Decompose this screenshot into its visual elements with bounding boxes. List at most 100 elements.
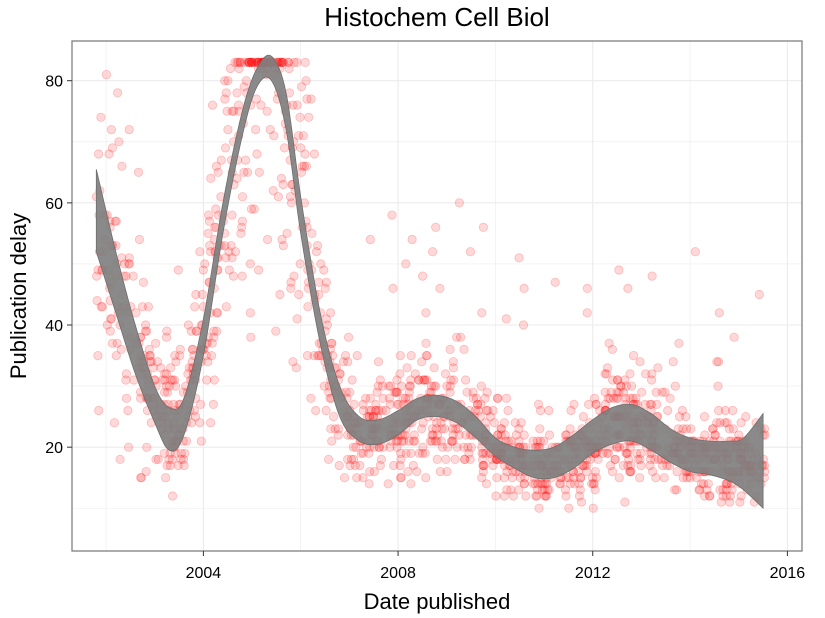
scatter-point: [460, 375, 471, 385]
scatter-point: [112, 338, 122, 348]
scatter-point: [384, 381, 394, 391]
scatter-point: [700, 430, 710, 440]
scatter-point: [256, 100, 266, 110]
scatter-point: [427, 424, 437, 434]
scatter-point: [568, 473, 579, 483]
scatter-point: [245, 259, 255, 269]
scatter-point: [162, 460, 172, 471]
scatter-point: [417, 424, 427, 434]
scatter-point: [273, 192, 283, 202]
scatter-point: [389, 460, 399, 471]
scatter-point: [482, 387, 492, 397]
scatter-point: [163, 387, 173, 397]
scatter-point: [501, 314, 511, 324]
scatter-point: [121, 369, 132, 379]
scatter-point: [244, 57, 254, 68]
scatter-point: [374, 405, 384, 416]
scatter-point: [502, 466, 512, 477]
scatter-point: [145, 350, 155, 361]
scatter-point: [111, 216, 121, 226]
scatter-point: [493, 393, 503, 403]
scatter-point: [347, 375, 357, 385]
scatter-point: [478, 460, 488, 471]
scatter-point: [496, 424, 506, 434]
scatter-point: [191, 289, 201, 300]
scatter-point: [321, 314, 331, 324]
y-tick-label: 80: [45, 74, 63, 91]
scatter-point: [619, 442, 629, 452]
scatter-point: [292, 57, 302, 68]
scatter-point: [247, 57, 257, 68]
scatter-point: [407, 234, 417, 245]
scatter-point: [514, 424, 524, 434]
scatter-point: [376, 454, 386, 464]
scatter-point: [276, 173, 286, 183]
scatter-point: [159, 448, 169, 458]
scatter-point: [203, 228, 213, 238]
x-axis: 2004 2008 2012 2016: [186, 551, 805, 582]
scatter-point: [690, 247, 700, 257]
scatter-point: [294, 289, 304, 300]
scatter-point: [352, 350, 362, 361]
scatter-point: [334, 460, 344, 471]
scatter-point: [421, 308, 431, 318]
scatter-point: [576, 497, 587, 507]
scatter-point: [612, 375, 623, 385]
scatter-point: [575, 473, 586, 483]
scatter-point: [734, 430, 744, 440]
scatter-point: [519, 283, 529, 293]
scatter-point: [598, 448, 608, 458]
scatter-point: [442, 381, 452, 391]
scatter-point: [356, 448, 366, 458]
scatter-point: [736, 418, 746, 428]
scatter-point: [138, 277, 148, 287]
scatter-point: [610, 454, 620, 464]
scatter-point: [729, 332, 739, 342]
scatter-point: [239, 82, 249, 92]
scatter-point: [543, 485, 553, 495]
scatter-point: [409, 430, 419, 440]
scatter-point: [492, 473, 502, 483]
scatter-point: [230, 247, 241, 257]
scatter-point: [278, 241, 288, 251]
scatter-point: [493, 430, 503, 440]
scatter-point: [168, 375, 178, 385]
scatter-point: [316, 259, 326, 269]
scatter-point: [514, 436, 524, 446]
scatter-point: [338, 357, 349, 367]
scatter-point: [519, 430, 529, 440]
scatter-point: [227, 210, 237, 220]
scatter-point: [519, 479, 529, 489]
scatter-point: [300, 57, 310, 68]
scatter-point: [392, 399, 402, 409]
scatter-point: [541, 491, 551, 501]
scatter-point: [227, 253, 237, 263]
scatter-point: [605, 460, 616, 471]
scatter-point: [204, 216, 214, 226]
scatter-point: [632, 448, 642, 458]
scatter-point: [650, 454, 660, 464]
scatter-point: [635, 357, 645, 367]
scatter-point: [725, 491, 736, 501]
scatter-point: [222, 106, 232, 116]
scatter-point: [410, 436, 420, 446]
scatter-point: [400, 393, 411, 403]
scatter-point: [600, 369, 610, 379]
scatter-point: [544, 430, 555, 440]
scatter-point: [681, 424, 692, 434]
scatter-point: [93, 350, 103, 361]
scatter-point: [339, 473, 350, 483]
scatter-point: [454, 430, 464, 440]
scatter-point: [590, 466, 600, 477]
scatter-point: [621, 381, 631, 391]
scatter-point: [566, 405, 576, 416]
scatter-point: [716, 497, 726, 507]
scatter-point: [124, 259, 134, 269]
scatter-point: [247, 57, 257, 68]
scatter-point: [533, 479, 543, 489]
scatter-point: [607, 466, 618, 477]
scatter-point: [614, 265, 624, 275]
scatter-point: [275, 289, 285, 300]
scatter-point: [478, 460, 488, 471]
scatter-point: [473, 405, 484, 416]
